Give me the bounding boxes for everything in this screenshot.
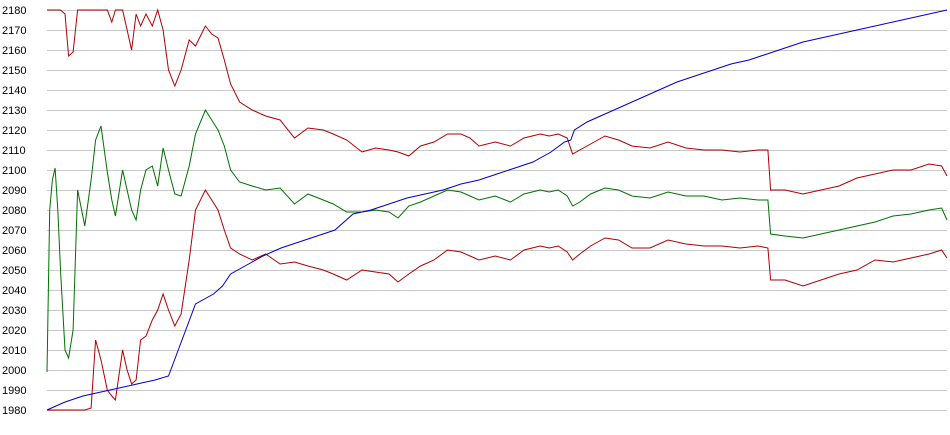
series-line-lower xyxy=(47,188,948,411)
y-tick-label-2000: 2000 xyxy=(2,365,26,377)
gridlines xyxy=(47,10,947,411)
y-tick-label-2130: 2130 xyxy=(2,105,26,117)
y-tick-label-2110: 2110 xyxy=(2,145,26,157)
y-tick-label-2020: 2020 xyxy=(2,325,26,337)
y-tick-label-2070: 2070 xyxy=(2,225,26,237)
y-tick-label-2180: 2180 xyxy=(2,5,26,17)
series-line-trend xyxy=(46,9,948,411)
y-tick-label-2160: 2160 xyxy=(2,45,26,57)
y-tick-label-2010: 2010 xyxy=(2,345,26,357)
y-tick-label-2040: 2040 xyxy=(2,285,26,297)
y-tick-label-2150: 2150 xyxy=(2,65,26,77)
y-tick-label-2090: 2090 xyxy=(2,185,26,197)
y-tick-label-2060: 2060 xyxy=(2,245,26,257)
y-tick-label-2030: 2030 xyxy=(2,305,26,317)
y-tick-label-1990: 1990 xyxy=(2,385,26,397)
y-tick-label-2050: 2050 xyxy=(2,265,26,277)
y-tick-label-2100: 2100 xyxy=(2,165,26,177)
series-lines xyxy=(46,8,948,411)
series-line-upper xyxy=(47,8,948,195)
y-tick-label-2120: 2120 xyxy=(2,125,26,137)
y-tick-label-2140: 2140 xyxy=(2,85,26,97)
y-tick-label-1980: 1980 xyxy=(2,405,26,417)
y-tick-label-2080: 2080 xyxy=(2,205,26,217)
series-line-middle xyxy=(46,108,948,373)
y-axis-tick-labels: 1980 1990 2000 2010 2020 2030 2040 2050 2060 2070… xyxy=(2,5,26,417)
y-tick-label-2170: 2170 xyxy=(2,25,26,37)
